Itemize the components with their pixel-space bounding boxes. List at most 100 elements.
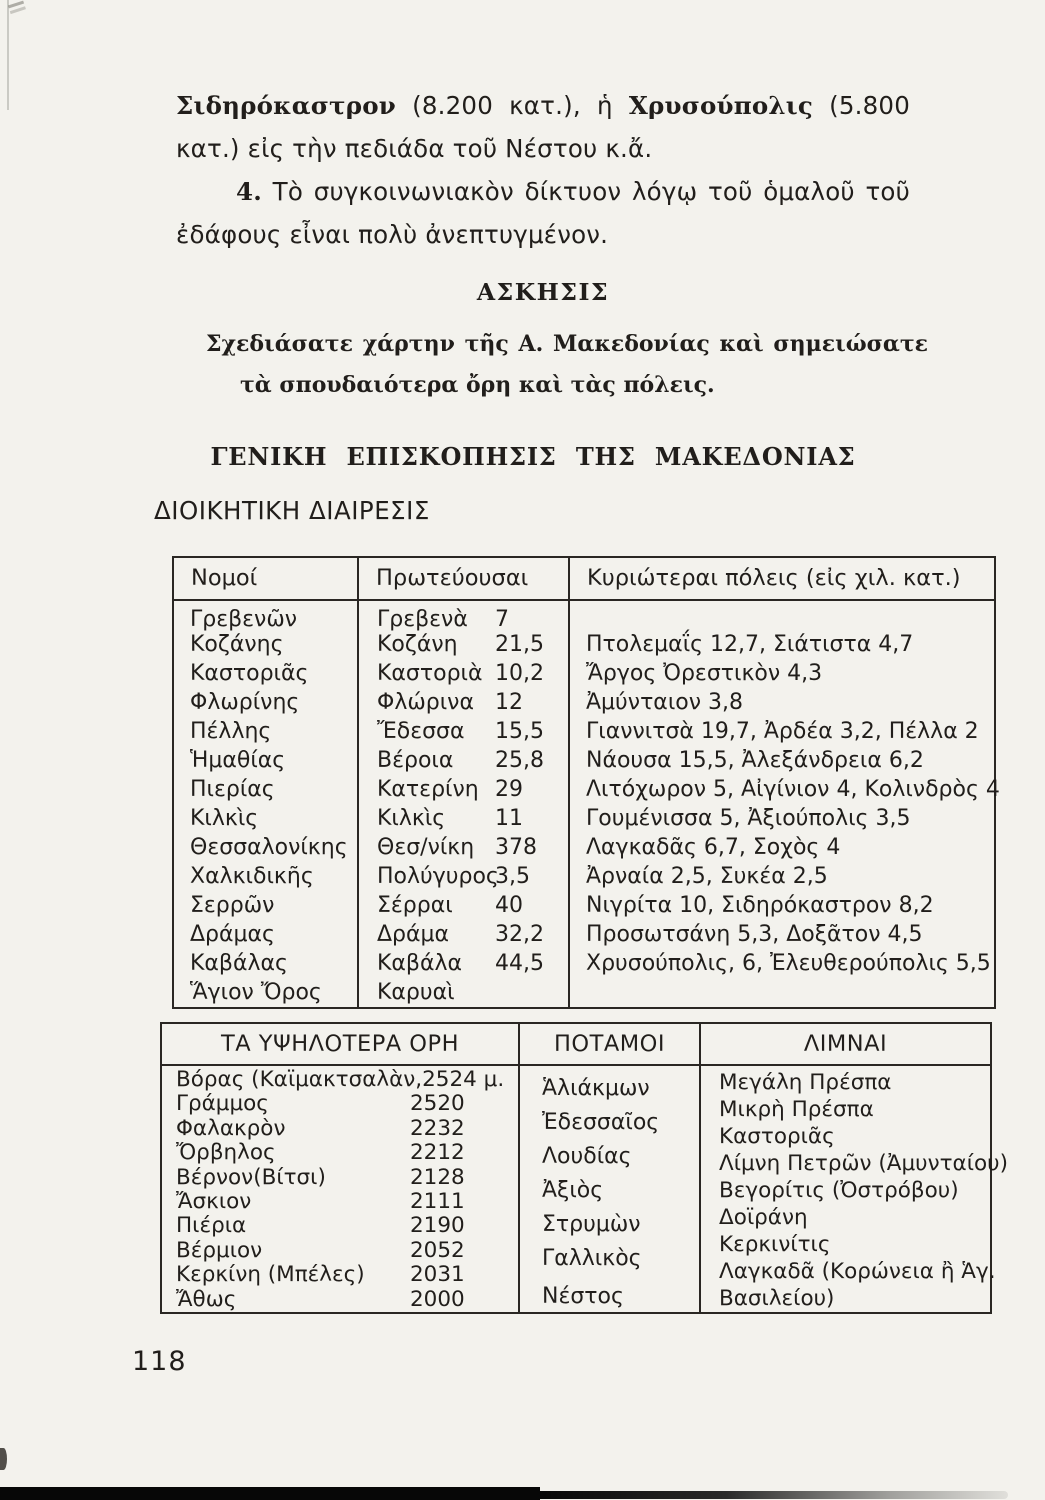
mountain-row: Ὄρβηλος 2212 [176, 1140, 508, 1166]
cities-cell: Ἄργος Ὀρεστικὸν 4,3 [568, 659, 994, 688]
mountain-height: 2111 [410, 1188, 465, 1214]
capital-name: Κατερίνη [377, 777, 479, 802]
capital-population: 25,8 [495, 748, 544, 773]
mountain-name: Ἄθως [176, 1286, 237, 1312]
header-rivers: ΠΟΤΑΜΟΙ [518, 1024, 699, 1064]
lake-item: Λαγκαδᾶ (Κορώνεια ἢ Ἁγ. Βασιλείου) [719, 1259, 996, 1311]
capital-population: 44,5 [495, 951, 544, 976]
table-row: Κιλκὶς Κιλκὶς 11 Γουμένισσα 5, Ἀξιούπολις… [174, 804, 994, 833]
cities-cell: Λιτόχωρον 5, Αἰγίνιον 4, Κολινδρὸς 4 [568, 775, 1000, 804]
nomos-cell: Θεσσαλονίκης [190, 835, 348, 860]
cities-cell: Νάουσα 15,5, Ἀλεξάνδρεια 6,2 [568, 746, 994, 775]
nomos-cell: Σερρῶν [190, 893, 275, 918]
capital-cell: Φλώρινα 12 [357, 688, 568, 717]
table-row: Ἡμαθίας Βέροια 25,8 Νάουσα 15,5, Ἀλεξάνδρ… [174, 746, 994, 775]
capital-cell: Καρυαὶ [357, 978, 568, 1007]
cities-cell [568, 601, 994, 634]
capital-cell: Καστοριὰ 10,2 [357, 659, 568, 688]
capital-name: Κιλκὶς [377, 806, 446, 831]
mountain-height: 2232 [410, 1115, 465, 1141]
mountain-height: 2524 μ. [422, 1067, 505, 1092]
town-name-bold: Σιδηρόκαστρον [176, 91, 396, 120]
nomos-cell: Ἅγιον Ὄρος [190, 980, 322, 1005]
admin-table-header-row: Νομοί Πρωτεύουσαι Κυριώτεραι πόλεις (εἰς… [174, 558, 994, 601]
mountain-name: Βόρας (Καϊμακτσαλὰν, [176, 1067, 423, 1092]
geo-table-header-row: ΤΑ ΥΨΗΛΟΤΕΡΑ ΟΡΗ ΠΟΤΑΜΟΙ ΛΙΜΝΑΙ [162, 1024, 990, 1066]
mountain-name: Φαλακρὸν [176, 1115, 286, 1141]
point-text: Τὸ συγκοινωνιακὸν δίκτυον λόγῳ τοῦ ὁμαλο… [176, 177, 910, 249]
river-item: Ἀξιὸς [542, 1178, 604, 1203]
lake-item: Μικρὴ Πρέσπα [719, 1097, 874, 1122]
admin-division-subtitle: ΔΙΟΙΚΗΤΙΚΗ ΔΙΑΙΡΕΣΙΣ [154, 496, 430, 525]
mountain-name: Βέρμιον [176, 1237, 263, 1263]
capital-name: Πολύγυρος [377, 864, 499, 889]
mountain-height: 2212 [410, 1140, 465, 1166]
scan-edge-mark [0, 1448, 7, 1470]
capital-population: 3,5 [495, 864, 530, 889]
nomos-cell: Κοζάνης [190, 632, 284, 657]
cities-cell: Γιαννιτσὰ 19,7, Ἀρδέα 3,2, Πέλλα 2 [568, 717, 994, 746]
table-row: Χαλκιδικῆς Πολύγυρος 3,5 Ἀρναία 2,5, Συκέ… [174, 862, 994, 891]
mountain-name: Κερκίνη (Μπέλες) [176, 1262, 365, 1288]
mountain-height: 2031 [410, 1262, 465, 1288]
capital-population: 29 [495, 777, 523, 802]
admin-division-table: Νομοί Πρωτεύουσαι Κυριώτεραι πόλεις (εἰς… [172, 556, 1000, 1009]
mountain-row: Ἄθως 2000 [176, 1286, 508, 1312]
page-number: 118 [132, 1346, 187, 1377]
river-item: Στρυμὼν [542, 1212, 641, 1237]
scan-edge-line [7, 0, 9, 110]
mountain-height: 2052 [410, 1237, 465, 1263]
admin-table-body: Γρεβενῶν Γρεβενὰ 7 Κοζάνης Κοζάνη 21,5 Πτο… [174, 601, 1000, 1007]
capital-cell: Κιλκὶς 11 [357, 804, 568, 833]
capital-population: 32,2 [495, 922, 544, 947]
table-row: Πιερίας Κατερίνη 29 Λιτόχωρον 5, Αἰγίνιον… [174, 775, 1000, 804]
capital-name: Γρεβενὰ [377, 607, 468, 632]
capital-cell: Πολύγυρος 3,5 [357, 862, 568, 891]
capital-cell: Δράμα 32,2 [357, 920, 568, 949]
intro-paragraph: Σιδηρόκαστρον (8.200 κατ.), ἡ Χρυσούπολι… [176, 84, 910, 170]
point-number: 4. [236, 177, 262, 206]
capital-population: 15,5 [495, 719, 544, 744]
capital-cell: Καβάλα 44,5 [357, 949, 568, 978]
lakes-column: Μεγάλη Πρέσπα Μικρὴ Πρέσπα Καστοριᾶς Λίμ… [699, 1066, 1016, 1314]
header-nomoi: Νομοί [191, 565, 258, 591]
exercise-heading: ΑΣΚΗΣΙΣ [476, 278, 610, 306]
mountain-name: Βέρνον(Βίτσι) [176, 1164, 326, 1190]
capital-population: 7 [495, 607, 509, 632]
capital-name: Θεσ/νίκη [377, 835, 475, 860]
cities-cell: Ἀμύνταιον 3,8 [568, 688, 994, 717]
capital-cell: Κοζάνη 21,5 [357, 630, 568, 659]
exercise-instruction: Σχεδιάσατε χάρτην τῆς Α. Μακεδονίας καὶ … [206, 331, 928, 398]
river-item: Γαλλικὸς [542, 1246, 642, 1271]
header-main-cities: Κυριώτεραι πόλεις (εἰς χιλ. κατ.) [568, 558, 994, 599]
mountain-row: Φαλακρὸν 2232 [176, 1115, 508, 1141]
intro-text: (8.200 κατ.), ἡ [395, 91, 629, 120]
river-item: Νέστος [542, 1284, 624, 1309]
mountain-row: Γράμμος 2520 [176, 1091, 508, 1116]
header-mountains: ΤΑ ΥΨΗΛΟΤΕΡΑ ΟΡΗ [220, 1031, 460, 1057]
point-4-paragraph: 4. Τὸ συγκοινωνιακὸν δίκτυον λόγῳ τοῦ ὁμ… [176, 170, 910, 256]
mountain-name: Ὄρβηλος [176, 1140, 276, 1166]
intro-text: (5.800 κατ.) εἰς τὴν πεδιάδα τοῦ Νέστου … [176, 91, 911, 163]
mountains-column: Βόρας (Καϊμακτσαλὰν, 2524 μ. Γράμμος 2520 … [162, 1066, 518, 1314]
lake-item: Καστοριᾶς [719, 1124, 835, 1149]
scan-artifact [7, 0, 25, 9]
table-row: Καβάλας Καβάλα 44,5 Χρυσούπολις, 6, Ἐλευθ… [174, 949, 994, 978]
lake-item: Δοϊράνη [719, 1205, 808, 1230]
nomos-cell: Ἡμαθίας [190, 748, 286, 773]
scan-bottom-bar-fade [538, 1491, 1008, 1499]
header-capitals: Πρωτεύουσαι [357, 558, 568, 599]
cities-cell: Πτολεμαΐς 12,7, Σιάτιστα 4,7 [568, 630, 994, 659]
capital-name: Καστοριὰ [377, 661, 483, 686]
capital-population: 12 [495, 690, 523, 715]
river-item: Λουδίας [542, 1144, 632, 1169]
nomos-cell: Φλωρίνης [190, 690, 300, 715]
table-row: Πέλλης Ἔδεσσα 15,5 Γιαννιτσὰ 19,7, Ἀρδέα … [174, 717, 994, 746]
capital-population: 21,5 [495, 632, 544, 657]
lake-item: Βεγορίτις (Ὀστρόβου) [719, 1178, 959, 1203]
rivers-column: Ἁλιάκμων Ἐδεσσαῖος Λουδίας Ἀξιὸς Στρυμὼν… [518, 1066, 699, 1314]
mountain-row: Κερκίνη (Μπέλες) 2031 [176, 1262, 508, 1288]
mountain-height: 2000 [410, 1286, 465, 1312]
capital-name: Ἔδεσσα [377, 719, 465, 744]
lake-item: Κερκινίτις [719, 1232, 831, 1257]
